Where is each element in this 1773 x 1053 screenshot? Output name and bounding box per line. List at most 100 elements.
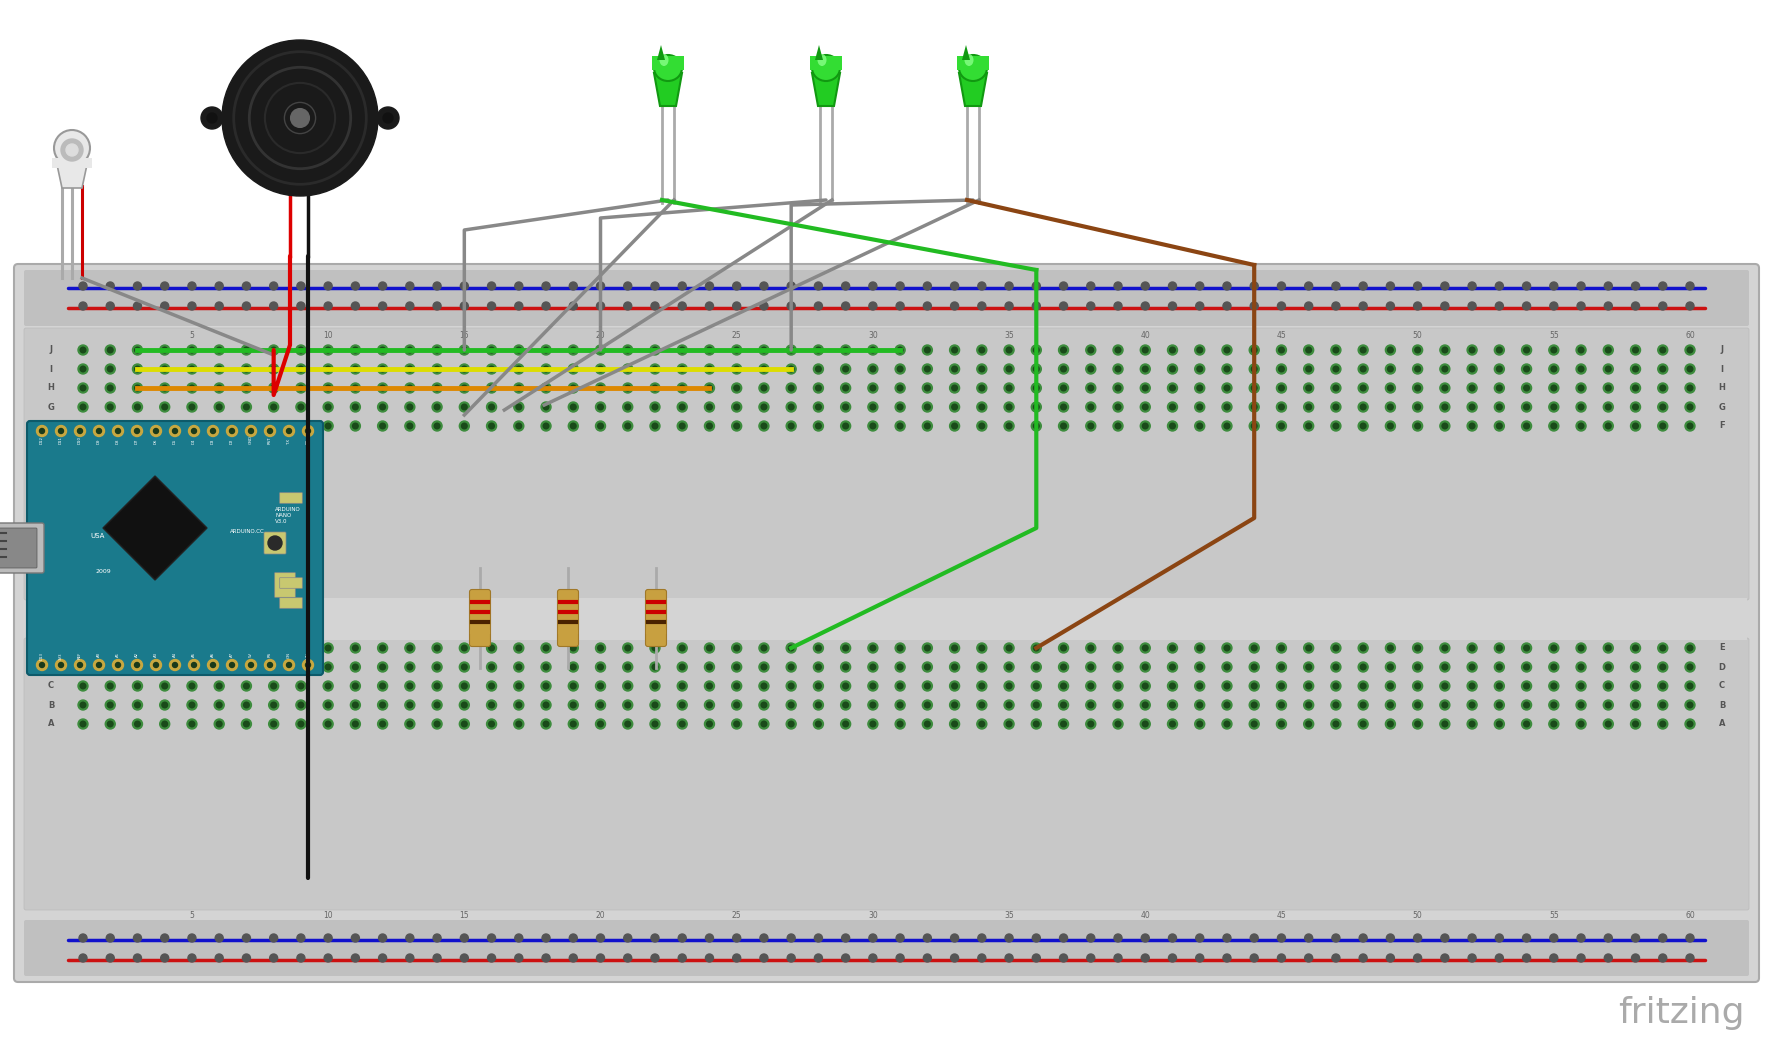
Circle shape [298,664,303,670]
Circle shape [1550,681,1558,691]
Circle shape [1606,423,1612,429]
Circle shape [298,385,303,391]
Circle shape [323,383,333,393]
Circle shape [1440,719,1450,729]
Circle shape [622,345,633,355]
Circle shape [215,302,223,310]
Circle shape [569,643,578,653]
Circle shape [1060,934,1067,942]
Circle shape [596,700,606,710]
Circle shape [461,934,468,942]
Circle shape [191,429,197,434]
FancyBboxPatch shape [0,523,44,573]
Circle shape [351,954,360,962]
Circle shape [1578,347,1583,353]
Circle shape [284,425,294,437]
Circle shape [379,366,385,372]
Circle shape [1550,345,1558,355]
Text: 20: 20 [596,332,605,340]
Circle shape [1007,366,1012,372]
Circle shape [1195,700,1204,710]
Circle shape [1603,662,1613,672]
Text: D13: D13 [41,652,44,660]
Circle shape [1060,282,1067,290]
Circle shape [1197,366,1202,372]
Circle shape [624,385,631,391]
Circle shape [814,282,823,290]
Circle shape [489,664,495,670]
Circle shape [1168,302,1177,310]
Circle shape [216,385,222,391]
Circle shape [651,302,660,310]
Circle shape [269,302,278,310]
Circle shape [1085,681,1096,691]
Circle shape [704,719,715,729]
Circle shape [789,683,794,689]
Circle shape [759,364,769,374]
Text: RX: RX [307,439,310,444]
Circle shape [108,404,113,410]
Circle shape [1007,385,1012,391]
Circle shape [296,402,307,412]
Circle shape [215,282,223,290]
Ellipse shape [53,130,90,166]
Circle shape [1441,404,1449,410]
Circle shape [1631,364,1640,374]
Circle shape [296,662,307,672]
Ellipse shape [959,55,988,81]
Circle shape [1684,364,1695,374]
Circle shape [1113,364,1122,374]
Circle shape [789,664,794,670]
Circle shape [1440,662,1450,672]
Circle shape [172,429,177,434]
Circle shape [1060,702,1066,708]
Circle shape [1032,302,1041,310]
Circle shape [404,364,415,374]
Circle shape [1004,421,1014,431]
Circle shape [161,385,167,391]
Circle shape [324,302,332,310]
Circle shape [1278,664,1284,670]
Circle shape [1658,662,1668,672]
Circle shape [897,721,902,727]
Circle shape [707,404,713,410]
Circle shape [215,681,223,691]
Circle shape [1140,421,1151,431]
Circle shape [433,302,441,310]
Circle shape [1388,404,1394,410]
Circle shape [351,700,360,710]
Circle shape [1550,302,1558,310]
Circle shape [1140,681,1151,691]
Circle shape [404,681,415,691]
Circle shape [1631,719,1640,729]
Circle shape [1684,719,1695,729]
Circle shape [190,645,195,651]
Circle shape [785,383,796,393]
Circle shape [596,345,606,355]
Circle shape [924,721,931,727]
Circle shape [732,643,741,653]
Circle shape [1606,404,1612,410]
Circle shape [871,385,876,391]
Circle shape [1167,700,1177,710]
Circle shape [161,282,168,290]
Circle shape [1688,423,1693,429]
Circle shape [133,662,142,672]
Circle shape [1386,302,1394,310]
Circle shape [759,345,769,355]
Circle shape [979,702,984,708]
Circle shape [514,421,523,431]
Circle shape [922,364,933,374]
Circle shape [652,404,658,410]
Circle shape [652,721,658,727]
Circle shape [404,421,415,431]
Circle shape [1415,423,1420,429]
Circle shape [1441,934,1449,942]
Circle shape [1195,402,1204,412]
Circle shape [1142,645,1149,651]
Circle shape [679,282,686,290]
Circle shape [677,383,688,393]
Text: A: A [1718,719,1725,729]
Circle shape [543,385,550,391]
Circle shape [1277,421,1287,431]
